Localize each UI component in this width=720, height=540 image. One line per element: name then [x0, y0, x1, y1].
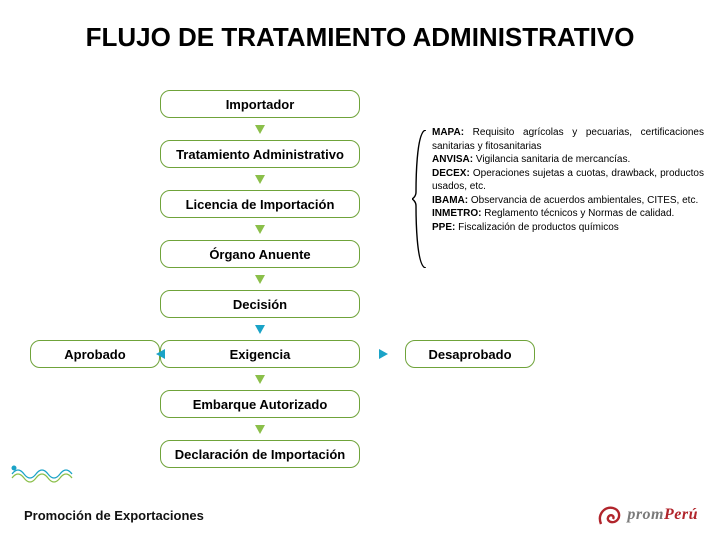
node-licencia: Licencia de Importación: [160, 190, 360, 218]
arrow-down-icon: [255, 325, 265, 334]
organ-line: PPE: Fiscalización de productos químicos: [432, 221, 704, 235]
promperu-logo: promPerú: [597, 504, 698, 526]
organ-line: IBAMA: Observancia de acuerdos ambiental…: [432, 194, 704, 208]
node-exigencia: Exigencia: [160, 340, 360, 368]
node-organo: Órgano Anuente: [160, 240, 360, 268]
wave-icon: [10, 460, 80, 484]
footer-label: Promoción de Exportaciones: [24, 508, 204, 523]
node-declaracion: Declaración de Importación: [160, 440, 360, 468]
node-aprobado: Aprobado: [30, 340, 160, 368]
node-importador: Importador: [160, 90, 360, 118]
logo-swirl-icon: [597, 504, 623, 526]
arrow-left-icon: [156, 349, 165, 359]
arrow-down-icon: [255, 225, 265, 234]
arrow-down-icon: [255, 175, 265, 184]
node-tratamiento: Tratamiento Administrativo: [160, 140, 360, 168]
node-decision: Decisión: [160, 290, 360, 318]
node-desaprobado: Desaprobado: [405, 340, 535, 368]
organ-line: ANVISA: Vigilancia sanitaria de mercancí…: [432, 153, 704, 167]
arrow-right-icon: [379, 349, 388, 359]
page-title: FLUJO DE TRATAMIENTO ADMINISTRATIVO: [0, 22, 720, 53]
arrow-down-icon: [255, 125, 265, 134]
brace-icon: [412, 130, 432, 268]
arrow-down-icon: [255, 375, 265, 384]
node-embarque: Embarque Autorizado: [160, 390, 360, 418]
arrow-down-icon: [255, 275, 265, 284]
organ-descriptions: MAPA: Requisito agrícolas y pecuarias, c…: [432, 126, 704, 234]
organ-line: MAPA: Requisito agrícolas y pecuarias, c…: [432, 126, 704, 153]
arrow-down-icon: [255, 425, 265, 434]
organ-line: INMETRO: Reglamento técnicos y Normas de…: [432, 207, 704, 221]
organ-line: DECEX: Operaciones sujetas a cuotas, dra…: [432, 167, 704, 194]
logo-text: promPerú: [627, 506, 698, 524]
